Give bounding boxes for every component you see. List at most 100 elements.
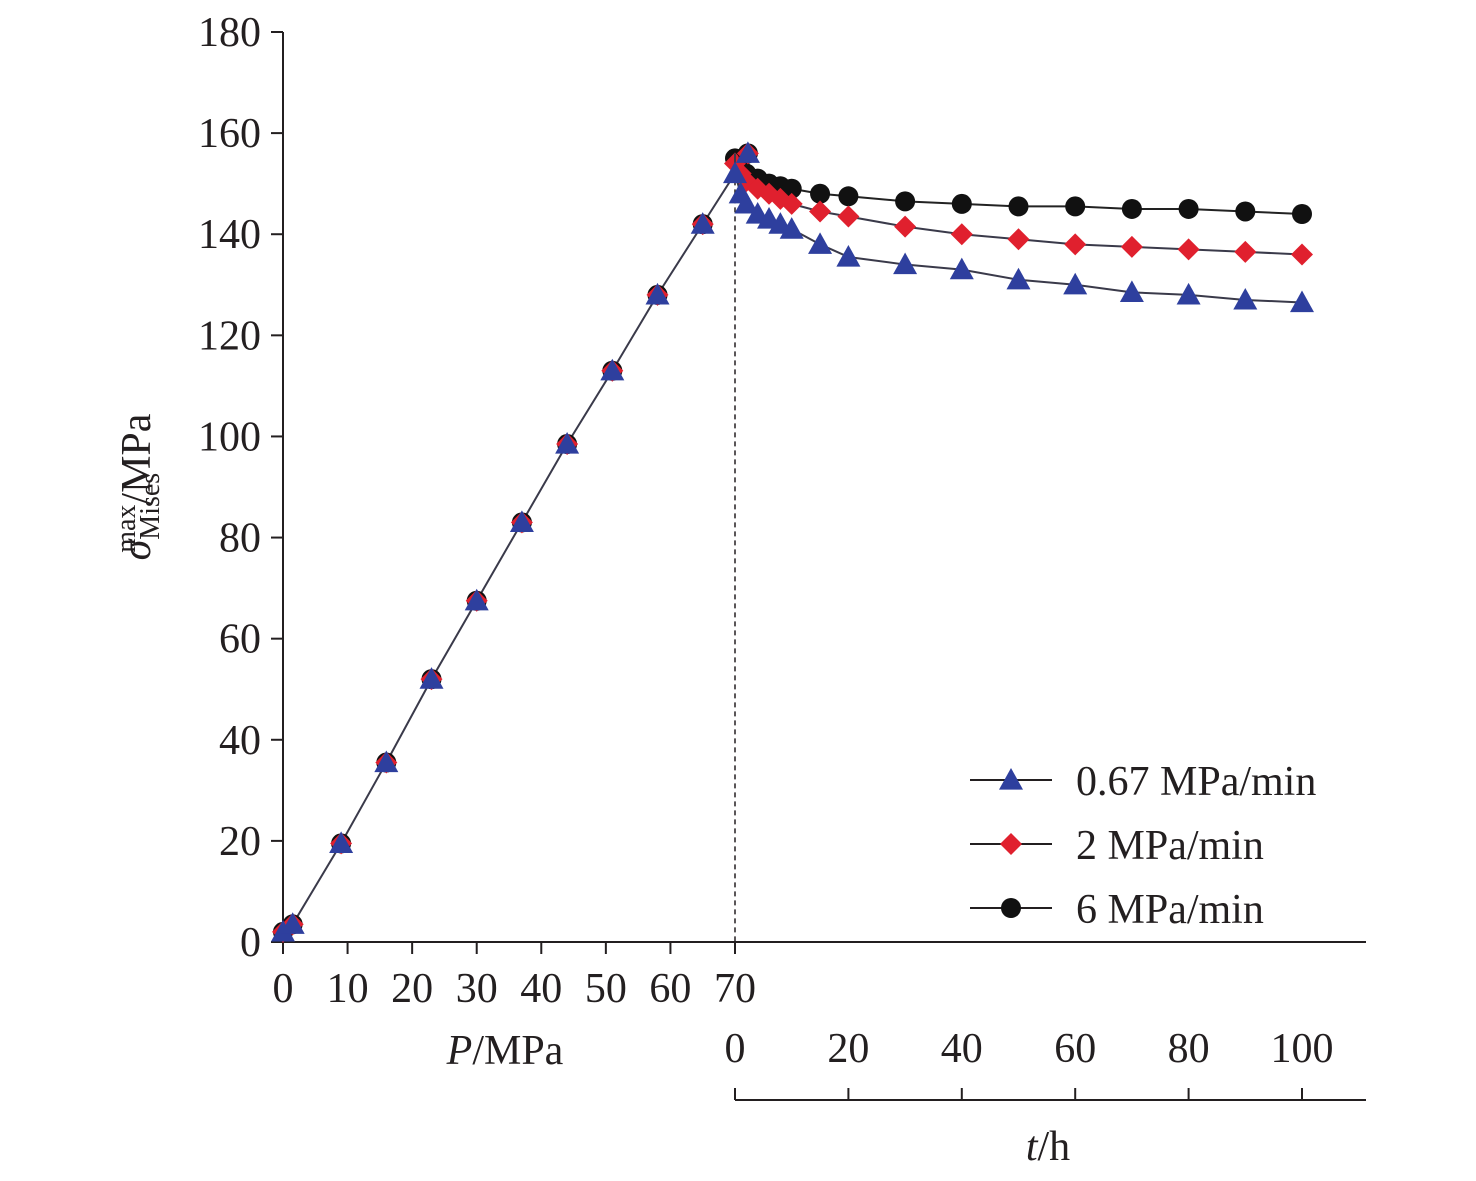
p-tick-label: 50 [585,966,627,1012]
t-tick-label: 0 [725,1026,746,1072]
y-axis-title-symbol: σ [114,537,160,560]
data-point [1291,243,1313,266]
loading-phase-line [282,152,749,933]
y-axis-title: σMisesmax/MPa [111,413,166,560]
data-point [780,192,803,215]
y-tick-label: 120 [198,313,261,359]
t-axis-title: t/h [1026,1124,1070,1170]
loading-markers-triangle [271,141,760,942]
data-point [1121,198,1142,219]
data-point [329,831,354,854]
data-point [735,141,760,163]
data-point [1006,267,1031,290]
y-tick-label: 100 [198,414,261,460]
data-point [600,358,625,381]
data-point [951,193,972,214]
data-point [734,191,759,214]
data-point [1178,198,1199,219]
plot-area [271,141,1314,943]
data-point [837,205,860,228]
t-tick-label: 40 [941,1026,983,1072]
data-point [280,912,305,934]
p-tick-label: 30 [456,966,498,1012]
t-ticks: 0 20 40 60 80 100 [725,1026,1334,1100]
data-point [464,588,489,611]
y-tick-label: 160 [198,111,261,157]
data-point [1065,196,1086,217]
data-point [893,252,918,275]
y-axis-title-subscript: Mises [135,473,166,540]
data-point [1119,280,1144,302]
data-point [419,667,444,689]
legend-marker [999,768,1023,790]
axes: 0 20 40 60 80 100 120 140 160 180 0 10 20 30 40 50 60 70… [198,10,1366,1101]
data-point [555,432,580,454]
legend-label: 0.67 MPa/min [1076,759,1316,805]
data-point [810,183,831,204]
series-triangle [723,153,1314,313]
data-point [1120,235,1143,258]
t-tick-label: 20 [827,1026,869,1072]
y-tick-label: 60 [219,617,261,663]
data-point [1176,282,1201,305]
legend: 0.67 MPa/min 2 MPa/min 6 MPa/min [970,759,1316,933]
series-diamond [724,152,1313,266]
data-point [1007,228,1030,251]
data-point [894,215,917,238]
p-axis-title: P/MPa [446,1028,564,1074]
data-point [949,257,974,280]
data-point [950,223,973,246]
data-point [645,282,670,305]
p-ticks: 0 10 20 30 40 50 60 70 [273,942,756,1012]
data-point [808,232,833,254]
p-tick-label: 10 [327,966,369,1012]
p-tick-label: 40 [520,966,562,1012]
p-tick-label: 20 [391,966,433,1012]
y-tick-label: 40 [219,718,261,764]
p-axis-title-unit: /MPa [472,1028,563,1074]
loading-markers-circle [273,143,758,942]
data-point [1235,201,1256,222]
y-tick-label: 180 [198,10,261,56]
data-point [836,244,861,267]
t-tick-label: 60 [1054,1026,1096,1072]
y-axis-title-superscript: max [111,505,142,553]
p-axis-title-symbol: P [446,1028,473,1074]
loading-markers-diamond [272,142,759,943]
data-point [1292,204,1312,224]
data-point [1234,240,1257,263]
y-ticks: 0 20 40 60 80 100 120 140 160 180 [198,10,283,966]
data-point [690,212,715,234]
legend-label: 6 MPa/min [1076,887,1264,933]
data-point [374,750,399,773]
legend-marker [1000,833,1022,855]
t-axis-title-unit: /h [1038,1124,1071,1170]
data-point [781,178,802,199]
y-tick-label: 20 [219,819,261,865]
y-tick-label: 140 [198,212,261,258]
data-point [1290,290,1314,313]
y-tick-label: 80 [219,516,261,562]
y-tick-label: 0 [240,920,261,966]
data-point [723,161,747,184]
data-point [1233,287,1258,310]
t-tick-label: 100 [1271,1026,1334,1072]
data-point [1177,238,1200,261]
t-axis-title-symbol: t [1026,1124,1039,1170]
data-point [895,191,916,212]
y-axis-title-unit: /MPa [114,413,160,504]
p-tick-label: 0 [273,966,294,1012]
data-point [1064,233,1087,256]
data-point [509,510,534,532]
data-point [809,200,832,223]
data-point [838,186,859,207]
data-point [1008,196,1029,217]
p-tick-label: 60 [649,966,691,1012]
legend-label: 2 MPa/min [1076,823,1264,869]
data-point [779,217,804,239]
t-tick-label: 80 [1168,1026,1210,1072]
p-tick-label: 70 [714,966,756,1012]
data-point [1063,272,1088,295]
legend-marker [1001,898,1021,918]
